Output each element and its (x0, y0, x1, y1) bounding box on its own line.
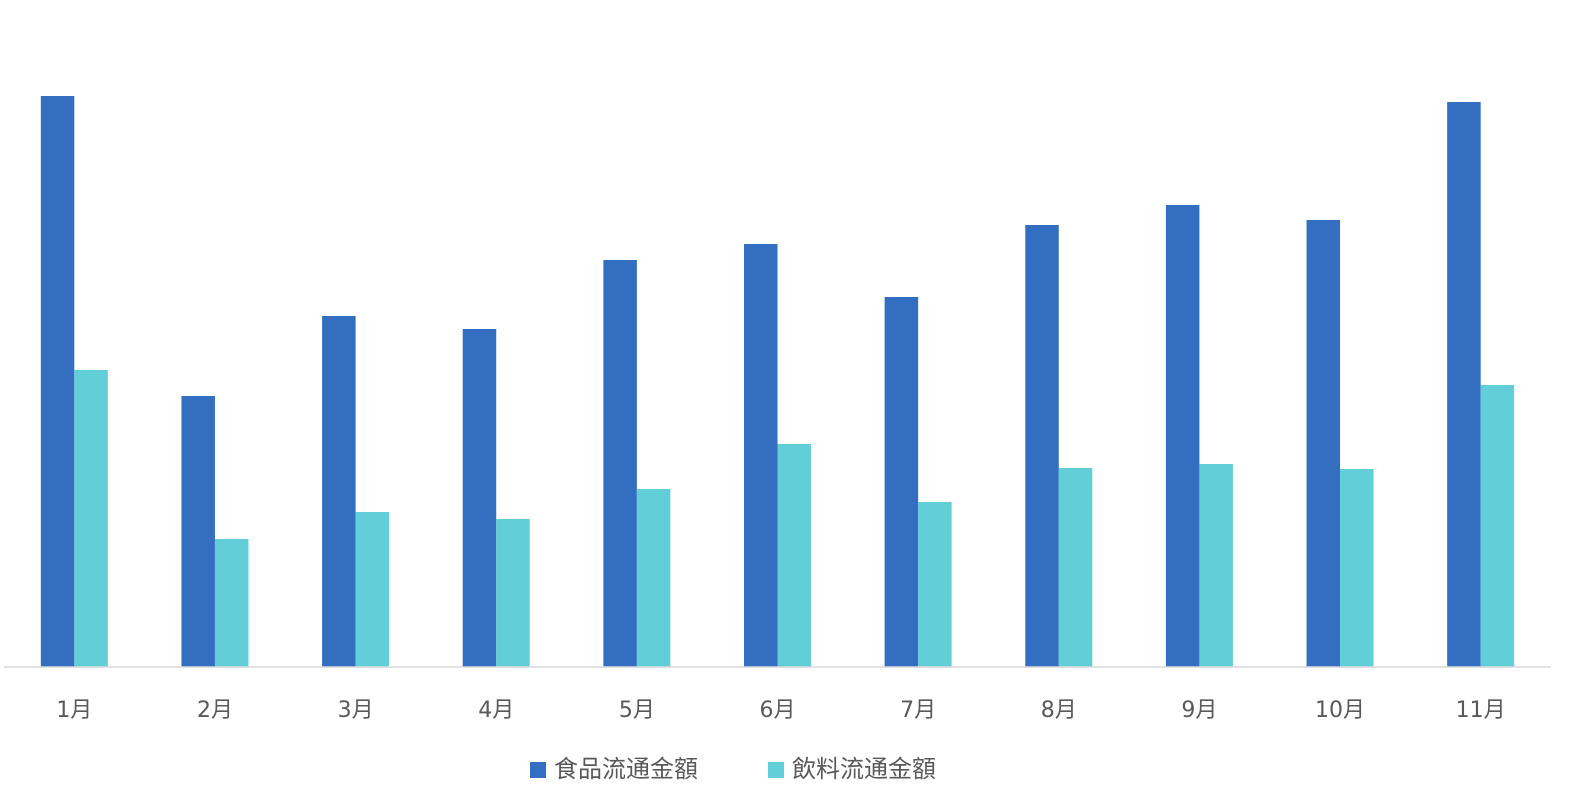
bar (322, 316, 356, 667)
legend-swatch (530, 762, 546, 778)
bar (74, 370, 108, 667)
x-tick-label: 6月 (760, 698, 796, 723)
bar (1447, 102, 1481, 667)
x-tick-label: 11月 (1456, 698, 1506, 723)
bar (181, 396, 215, 667)
bar (496, 519, 530, 667)
bar (214, 539, 249, 667)
bar (777, 444, 811, 667)
bar (1480, 385, 1515, 667)
x-tick-label: 9月 (1181, 698, 1217, 723)
bar (1340, 469, 1374, 667)
x-tick-label: 1月 (56, 698, 92, 723)
bar (884, 297, 919, 667)
x-tick-label: 7月 (900, 698, 936, 723)
bar (40, 96, 75, 667)
legend-label: 食品流通金額 (554, 755, 698, 783)
bar (1165, 205, 1200, 667)
x-tick-label: 3月 (338, 698, 374, 723)
legend-swatch (768, 762, 784, 778)
bar (1199, 464, 1233, 667)
x-tick-label: 2月 (197, 698, 233, 723)
bar (603, 260, 637, 667)
bar (462, 329, 497, 667)
bar (355, 512, 390, 667)
legend-label: 飲料流通金額 (792, 755, 936, 783)
bar (1306, 220, 1341, 667)
bar (1025, 225, 1059, 667)
bar (918, 502, 952, 667)
x-tick-label: 5月 (619, 698, 655, 723)
x-tick-label: 8月 (1041, 698, 1077, 723)
bar (636, 489, 671, 667)
x-tick-label: 10月 (1315, 698, 1365, 723)
bar (1058, 468, 1093, 667)
bar (744, 244, 778, 667)
x-tick-label: 4月 (478, 698, 514, 723)
